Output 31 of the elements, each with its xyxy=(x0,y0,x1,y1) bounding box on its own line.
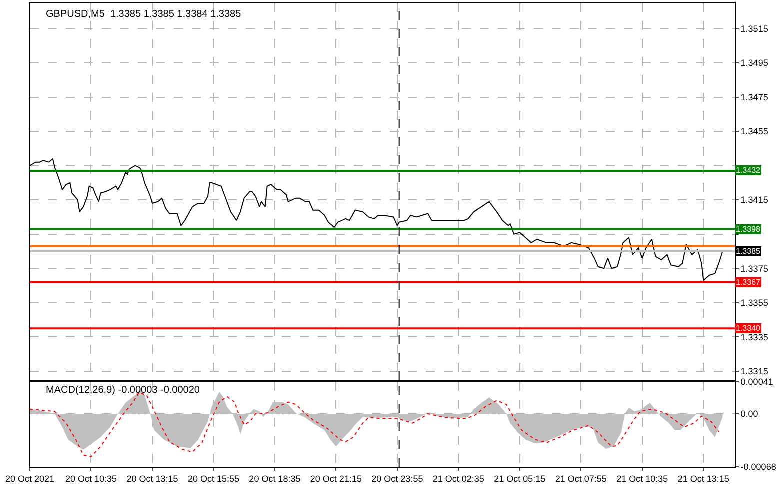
x-tick-label: 20 Oct 13:15 xyxy=(126,474,178,484)
y-tick-label: -0.00068 xyxy=(740,462,776,472)
x-tick-label: 20 Oct 15:55 xyxy=(188,474,240,484)
y-tick-label: 1.3495 xyxy=(740,58,768,68)
x-tick-label: 20 Oct 10:35 xyxy=(65,474,118,484)
y-tick-label: 1.3475 xyxy=(740,92,768,102)
text: GBPUSD,M5 1.3385 1.3385 1.3384 1.3385 xyxy=(46,9,242,20)
x-tick-label: 21 Oct 05:15 xyxy=(494,474,546,484)
y-tick-label: 1.3375 xyxy=(740,264,768,274)
ref-line-label: 1.3385 xyxy=(736,247,762,256)
x-tick-label: 21 Oct 07:55 xyxy=(555,474,607,484)
y-tick-label: 1.3415 xyxy=(740,195,768,206)
y-tick-label: 1.3455 xyxy=(740,126,768,137)
y-tick-label: 0.00041 xyxy=(740,377,774,388)
x-tick-label: 20 Oct 21:15 xyxy=(310,474,362,484)
chart-title: MACD(12,26,9) -0.00003 -0.00020 xyxy=(46,385,200,396)
ref-line-label: 1.3340 xyxy=(736,324,762,333)
x-tick-label: 20 Oct 18:35 xyxy=(249,474,301,484)
x-tick-label: 21 Oct 10:35 xyxy=(616,474,668,484)
x-tick-label: 21 Oct 02:35 xyxy=(432,474,484,484)
y-tick-label: 1.3515 xyxy=(740,24,768,34)
ref-line-label: 1.3432 xyxy=(736,166,762,175)
x-tick-label: 20 Oct 2021 xyxy=(5,474,55,484)
x-tick-label: 21 Oct 13:15 xyxy=(678,474,730,484)
y-tick-label: 1.3355 xyxy=(740,298,768,308)
ref-line-label: 1.3398 xyxy=(736,225,762,234)
y-tick-label: 1.3335 xyxy=(740,332,768,342)
ref-line-label: 1.3367 xyxy=(736,278,762,287)
y-tick-label: 1.3315 xyxy=(740,366,768,377)
y-tick-label: 0.00 xyxy=(740,409,758,420)
x-tick-label: 20 Oct 23:55 xyxy=(372,474,424,484)
